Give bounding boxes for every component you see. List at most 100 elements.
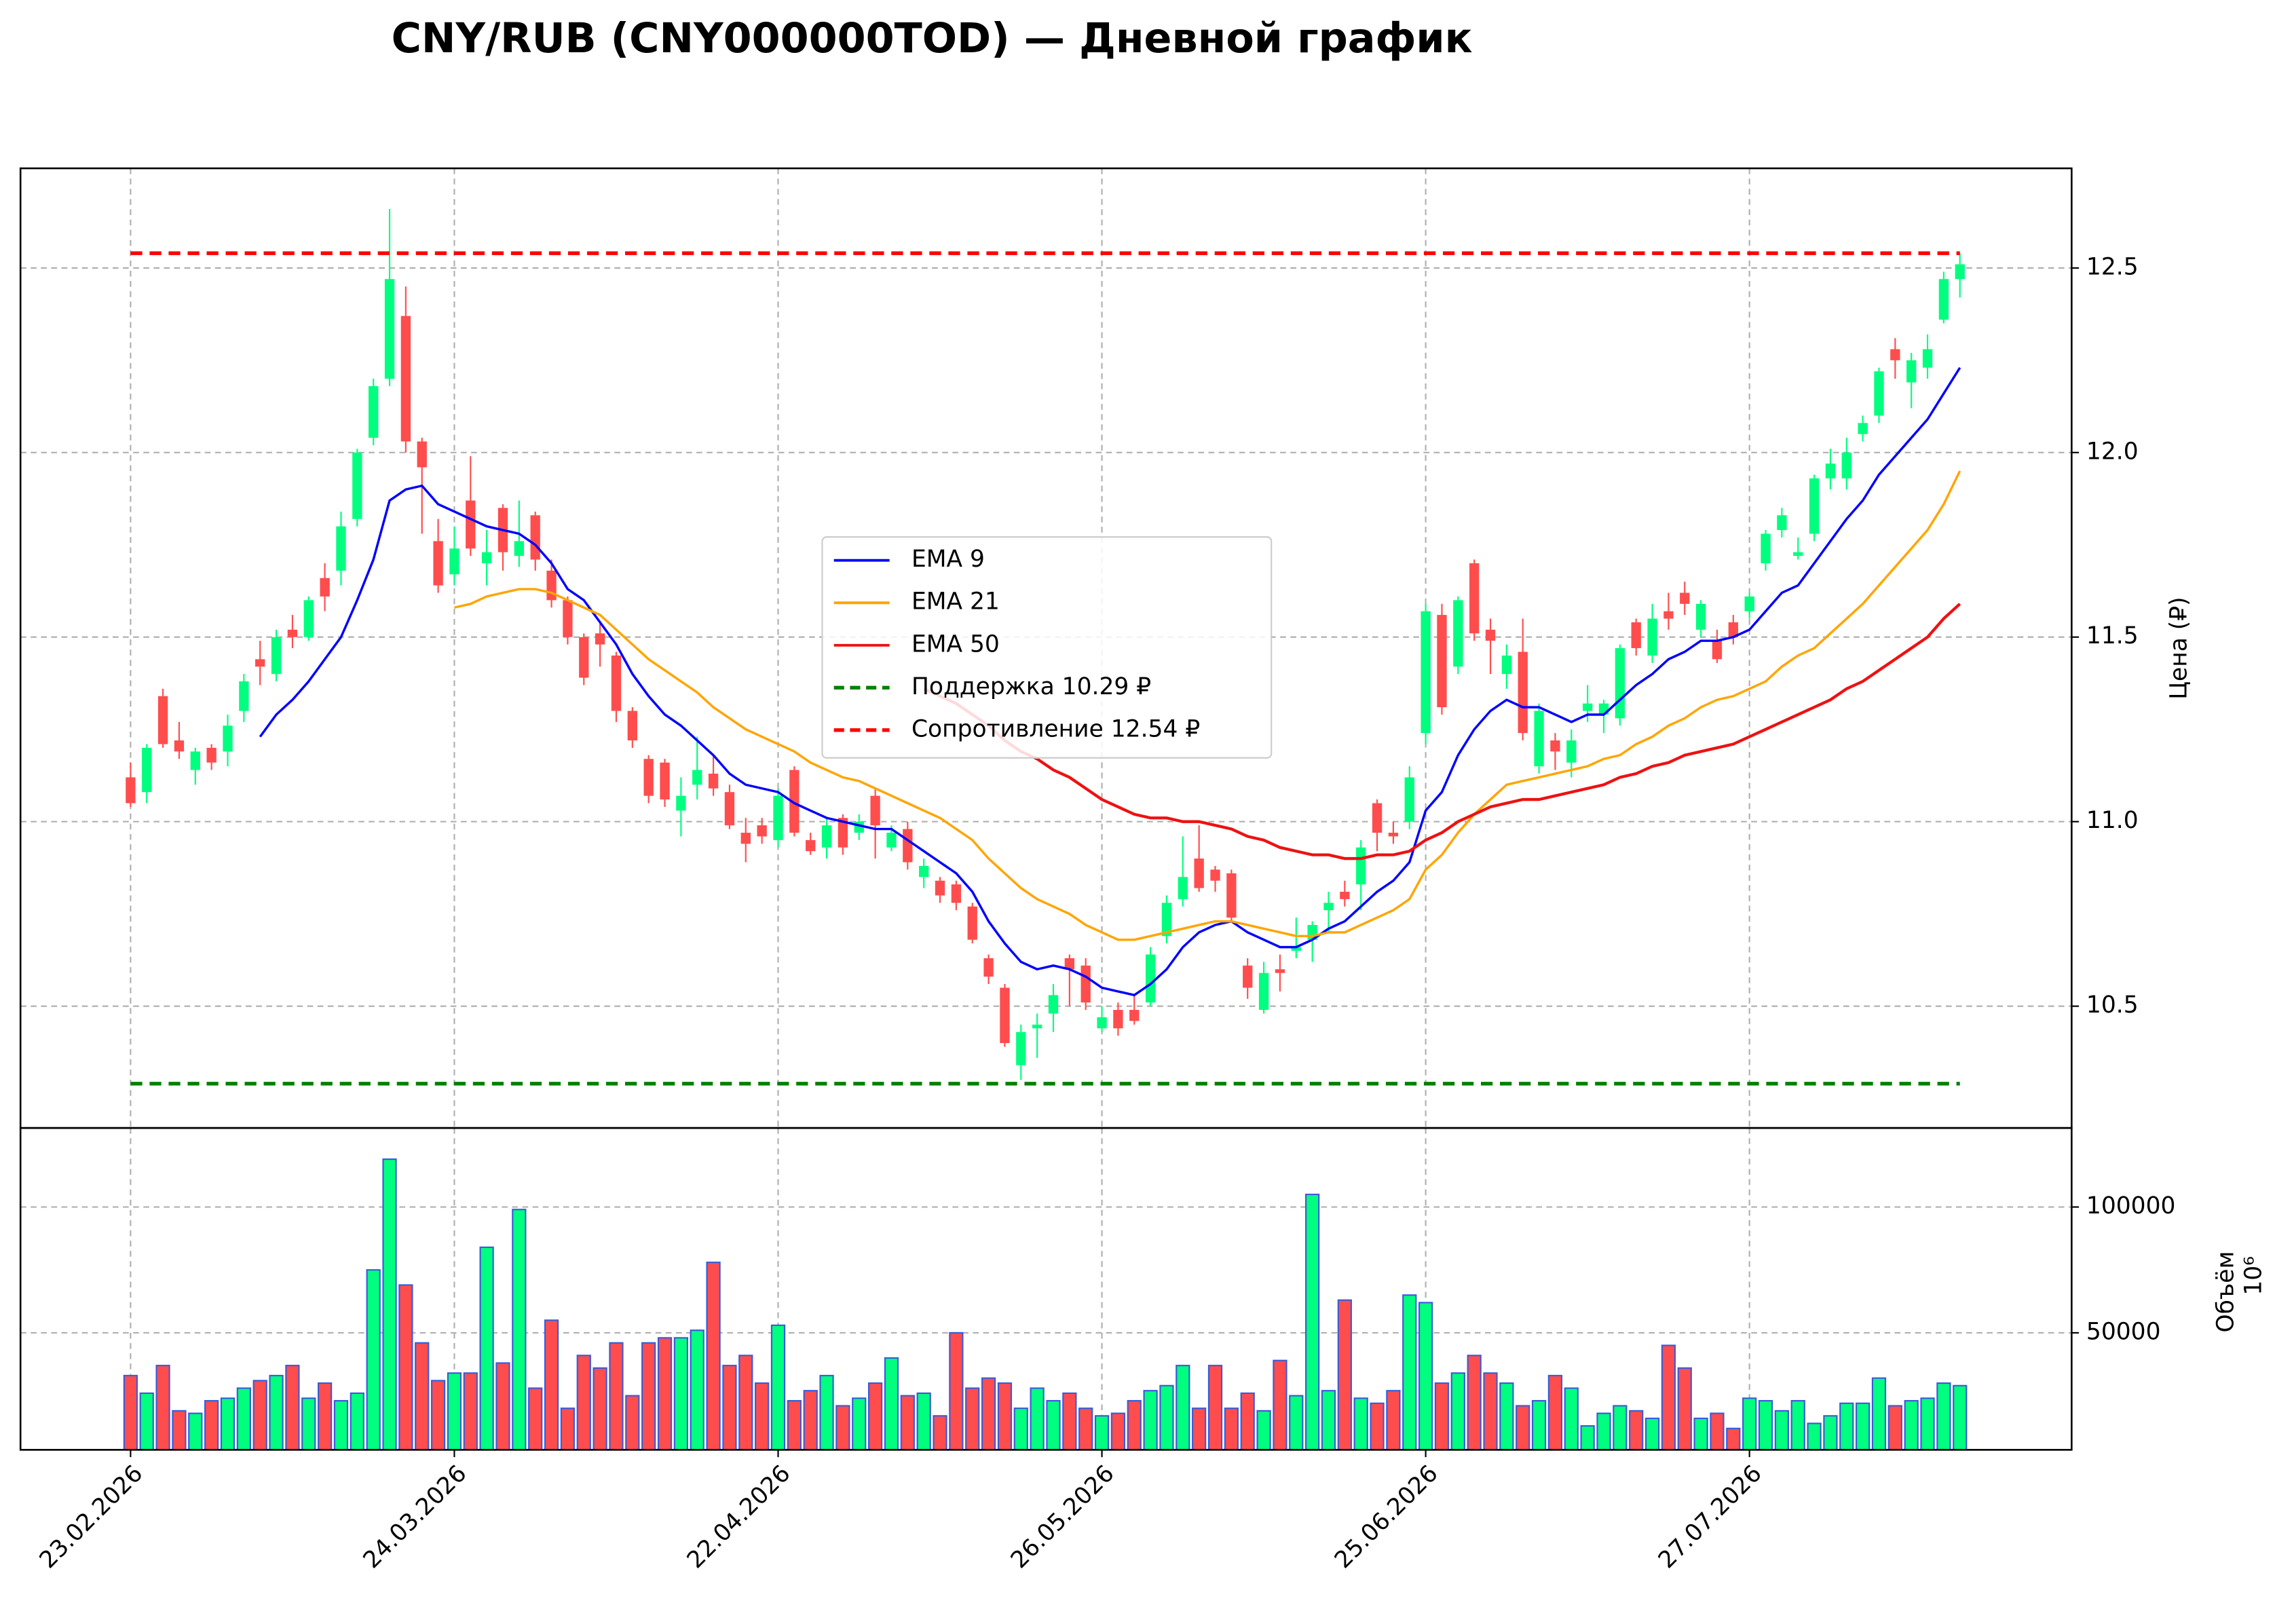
volume-bar bbox=[1580, 1425, 1595, 1451]
volume-bar bbox=[1774, 1410, 1789, 1451]
candle-body bbox=[789, 770, 800, 833]
candle-body bbox=[1485, 629, 1496, 641]
candle-body bbox=[1080, 965, 1091, 1003]
candle-body bbox=[563, 600, 573, 637]
candle-body bbox=[142, 747, 152, 793]
volume-bar bbox=[981, 1377, 996, 1451]
volume-bar bbox=[188, 1412, 203, 1451]
volume-bar bbox=[690, 1329, 704, 1451]
volume-bar bbox=[949, 1332, 964, 1451]
candle-body bbox=[1631, 622, 1641, 649]
volume-bar bbox=[900, 1395, 915, 1451]
volume-bar bbox=[1418, 1302, 1433, 1451]
candle-body bbox=[806, 839, 816, 852]
volume-bar bbox=[236, 1387, 251, 1451]
volume-bar bbox=[155, 1365, 170, 1451]
candle-body bbox=[384, 279, 395, 379]
volume-bar bbox=[285, 1365, 300, 1451]
candle-body bbox=[466, 500, 476, 549]
candle-body bbox=[1841, 452, 1851, 478]
volume-bar bbox=[204, 1399, 219, 1451]
volume-bar bbox=[252, 1380, 267, 1451]
volume-bar bbox=[1062, 1392, 1077, 1451]
volume-bar bbox=[867, 1382, 883, 1451]
candle-body bbox=[190, 751, 200, 770]
candle-body bbox=[449, 548, 459, 575]
volume-bar bbox=[479, 1246, 494, 1451]
chart-title: CNY/RUB (CNY000000TOD) — Дневной график bbox=[392, 15, 1473, 62]
volume-bar bbox=[1904, 1399, 1919, 1451]
plot-frame bbox=[19, 1127, 2073, 1451]
candle-body bbox=[1178, 877, 1188, 899]
legend-label: EMA 50 bbox=[911, 630, 1000, 658]
volume-bar bbox=[641, 1342, 656, 1451]
volume-bar bbox=[1953, 1384, 1968, 1451]
ema-line bbox=[259, 366, 1961, 997]
candle-body bbox=[903, 829, 913, 863]
candle-body bbox=[1258, 972, 1269, 1011]
volume-bar bbox=[1337, 1299, 1352, 1451]
volume-bar bbox=[755, 1382, 770, 1451]
y-tick-label: 12.0 bbox=[2086, 438, 2139, 465]
volume-bar bbox=[415, 1342, 430, 1451]
candle-body bbox=[255, 659, 265, 667]
candle-body bbox=[1113, 1010, 1123, 1029]
volume-bar bbox=[1856, 1402, 1870, 1451]
volume-bar bbox=[1644, 1417, 1660, 1451]
volume-bar bbox=[430, 1380, 446, 1451]
candle-body bbox=[514, 541, 525, 556]
volume-bar bbox=[997, 1382, 1013, 1451]
candle-body bbox=[773, 795, 783, 840]
volume-bar bbox=[1224, 1408, 1239, 1451]
volume-bar bbox=[965, 1387, 980, 1451]
y-tick-label: 11.5 bbox=[2086, 622, 2139, 649]
y-tick-label: 10.5 bbox=[2086, 992, 2139, 1019]
volume-bar bbox=[1629, 1410, 1644, 1451]
candle-body bbox=[724, 792, 735, 826]
candle-body bbox=[1372, 803, 1383, 833]
volume-bar bbox=[1547, 1374, 1563, 1451]
volume-bar bbox=[1936, 1382, 1951, 1451]
candle-body bbox=[1323, 903, 1334, 911]
volume-bar bbox=[1030, 1387, 1045, 1451]
volume-bar bbox=[1758, 1399, 1773, 1451]
candle-body bbox=[1000, 987, 1010, 1044]
candle-body bbox=[320, 578, 330, 597]
volume-bar bbox=[1159, 1384, 1174, 1451]
volume-bar bbox=[933, 1415, 947, 1451]
candle-body bbox=[1938, 279, 1949, 320]
candle-body bbox=[1453, 600, 1463, 667]
volume-bar bbox=[560, 1408, 576, 1451]
volume-bar bbox=[1661, 1344, 1676, 1451]
candle-body bbox=[336, 526, 346, 571]
candle-body bbox=[1437, 615, 1447, 708]
volume-bar bbox=[1677, 1367, 1692, 1451]
volume-bar bbox=[1483, 1372, 1498, 1451]
volume-bar bbox=[884, 1357, 899, 1451]
candle-body bbox=[1097, 1017, 1107, 1029]
candle-body bbox=[1761, 533, 1771, 563]
volume-bar bbox=[770, 1324, 786, 1451]
candle-body bbox=[983, 958, 994, 977]
candle-body bbox=[546, 570, 557, 601]
y-tick-label: 100000 bbox=[2086, 1192, 2176, 1220]
candle-body bbox=[1291, 947, 1301, 951]
volume-bar bbox=[1143, 1390, 1158, 1451]
candle-body bbox=[481, 552, 492, 563]
candle-body bbox=[1906, 360, 1917, 383]
volume-bar bbox=[123, 1374, 138, 1451]
candle-body bbox=[692, 770, 702, 785]
candle-body bbox=[1161, 903, 1172, 937]
candle-body bbox=[433, 541, 443, 586]
candle-body bbox=[967, 906, 977, 940]
volume-bar bbox=[722, 1365, 737, 1451]
volume-bar bbox=[803, 1390, 818, 1451]
volume-bar bbox=[1920, 1397, 1935, 1451]
candle-body bbox=[287, 629, 298, 637]
candle-body bbox=[1793, 552, 1803, 556]
volume-bar bbox=[1289, 1395, 1304, 1451]
candle-body bbox=[1566, 740, 1577, 763]
volume-bar bbox=[269, 1374, 284, 1451]
candle-body bbox=[1243, 965, 1253, 988]
volume-bar bbox=[1839, 1402, 1854, 1451]
